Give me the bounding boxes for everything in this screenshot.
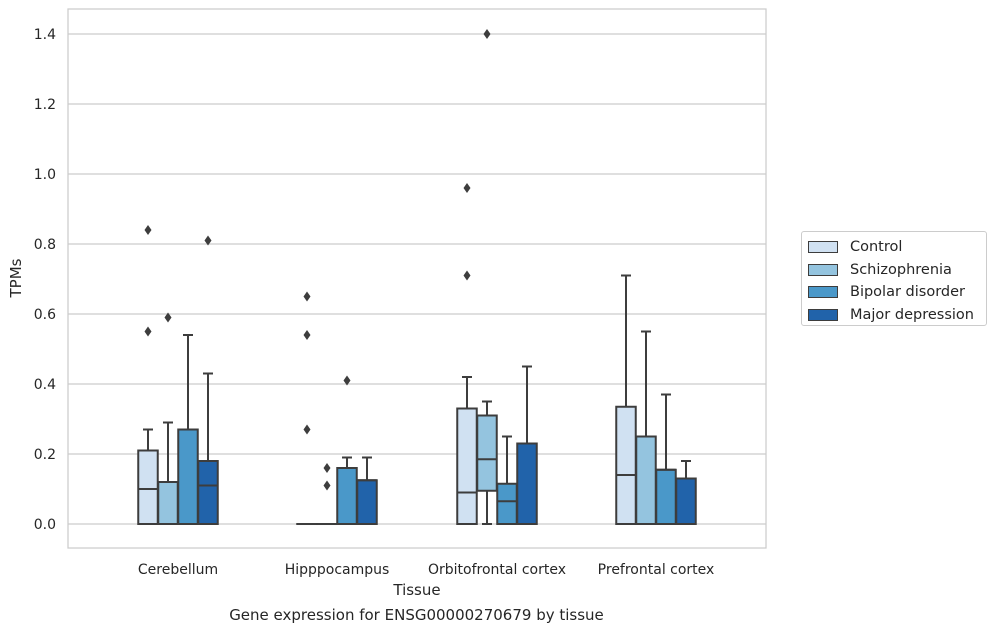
box-bipolar-disorder xyxy=(336,375,358,525)
grid-lines xyxy=(68,33,766,525)
y-tick-label: 0.8 xyxy=(34,237,56,253)
box-bipolar-disorder xyxy=(177,334,199,525)
box-body xyxy=(356,479,378,525)
legend-label-schizophrenia: Schizophrenia xyxy=(850,261,952,278)
outlier-point xyxy=(323,480,331,491)
x-tick-label: Prefrontal cortex xyxy=(598,562,715,578)
outlier-point xyxy=(463,270,471,281)
y-axis-ticks: 0.0 0.2 0.4 0.6 0.8 1.0 1.2 1.4 xyxy=(34,27,56,533)
legend-item-schizophrenia: Schizophrenia xyxy=(808,259,980,282)
legend-swatch-schizophrenia xyxy=(808,263,838,276)
box-body xyxy=(137,449,159,525)
box-schizophrenia xyxy=(635,330,657,525)
plot-area-frame xyxy=(67,8,767,549)
y-tick-label: 0.0 xyxy=(34,517,56,533)
box-body xyxy=(476,414,498,492)
x-tick-label: Cerebellum xyxy=(138,562,218,578)
box-body xyxy=(456,407,478,525)
box-body xyxy=(496,482,518,525)
y-tick-label: 0.6 xyxy=(34,307,56,323)
x-tick-label: Orbitofrontal cortex xyxy=(428,562,566,578)
box-body xyxy=(197,460,219,525)
box-major-depression xyxy=(356,456,378,525)
box-plot-series xyxy=(137,29,697,526)
box-body xyxy=(635,435,657,525)
y-tick-label: 0.4 xyxy=(34,377,56,393)
x-axis-ticks: Cerebellum Hipppocampus Orbitofrontal cort… xyxy=(138,562,714,578)
outlier-point xyxy=(303,291,311,302)
box-body xyxy=(516,442,538,525)
outlier-point xyxy=(483,29,491,39)
y-tick-label: 1.2 xyxy=(34,97,56,113)
box-major-depression xyxy=(197,235,219,525)
legend: Control Schizophrenia Bipolar disorder M… xyxy=(801,231,987,326)
legend-item-control: Control xyxy=(808,236,980,259)
box-control xyxy=(296,291,318,526)
legend-label-major-depression: Major depression xyxy=(850,306,974,323)
box-bipolar-disorder xyxy=(655,393,677,525)
box-body xyxy=(157,481,179,525)
y-tick-label: 1.4 xyxy=(34,27,56,43)
box-body xyxy=(655,468,677,525)
outlier-point xyxy=(164,312,172,323)
outlier-point xyxy=(343,375,351,386)
box-control xyxy=(615,274,637,525)
legend-item-major-depression: Major depression xyxy=(808,304,980,327)
legend-swatch-bipolar-disorder xyxy=(808,286,838,299)
legend-swatch-control xyxy=(808,241,838,254)
y-tick-label: 0.2 xyxy=(34,447,56,463)
x-axis-label: Tissue xyxy=(392,581,440,599)
box-body xyxy=(615,405,637,525)
outlier-point xyxy=(463,183,471,193)
outlier-point xyxy=(144,225,152,235)
box-major-depression xyxy=(675,460,697,525)
box-schizophrenia xyxy=(316,463,338,526)
outlier-point xyxy=(323,463,331,473)
box-major-depression xyxy=(516,365,538,525)
legend-item-bipolar-disorder: Bipolar disorder xyxy=(808,281,980,304)
outlier-point xyxy=(303,330,311,340)
box-body xyxy=(336,467,358,525)
y-tick-label: 1.0 xyxy=(34,167,56,183)
figure-caption: Gene expression for ENSG00000270679 by t… xyxy=(229,606,604,624)
box-body xyxy=(675,477,697,525)
outlier-point xyxy=(303,424,311,435)
y-axis-label: TPMs xyxy=(7,258,25,298)
box-control xyxy=(137,225,159,525)
box-control xyxy=(456,183,478,525)
box-schizophrenia xyxy=(476,29,498,525)
box-bipolar-disorder xyxy=(496,435,518,525)
legend-swatch-major-depression xyxy=(808,308,838,321)
box-body xyxy=(177,428,199,525)
x-tick-label: Hipppocampus xyxy=(285,562,390,578)
legend-label-bipolar-disorder: Bipolar disorder xyxy=(850,284,965,301)
box-schizophrenia xyxy=(157,312,179,525)
outlier-point xyxy=(144,326,152,337)
legend-label-control: Control xyxy=(850,239,903,256)
outlier-point xyxy=(204,235,212,246)
